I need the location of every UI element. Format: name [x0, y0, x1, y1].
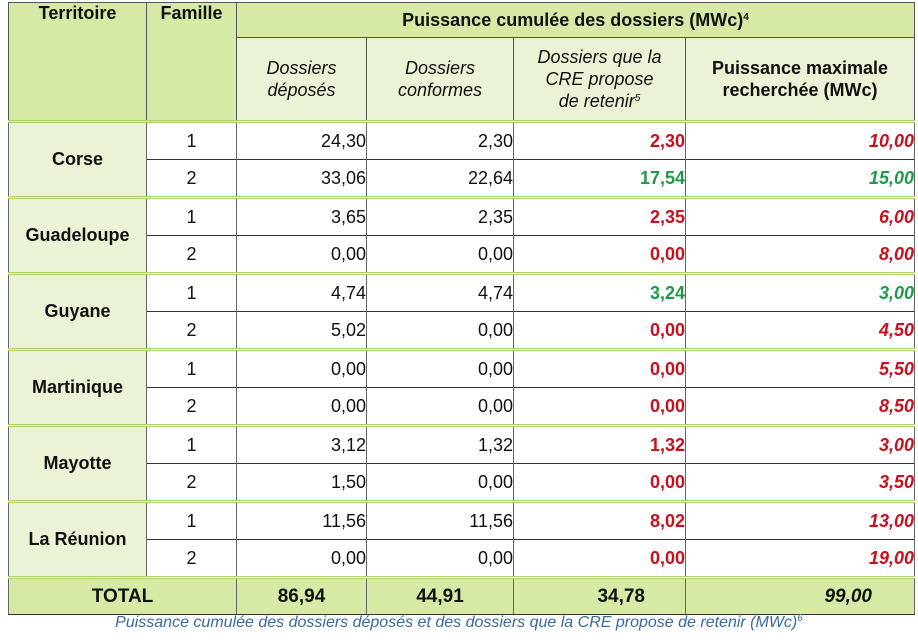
total-puissance-max: 99,00 — [685, 576, 915, 615]
puissance-max-cell: 8,50 — [685, 387, 915, 426]
conformes-cell: 2,35 — [366, 196, 514, 236]
famille-cell: 2 — [146, 463, 237, 502]
conformes-cell: 4,74 — [366, 272, 514, 312]
puissance-max-cell: 5,50 — [685, 348, 915, 388]
header-territoire: Territoire — [8, 2, 147, 122]
puissance-max-cell: 3,00 — [685, 272, 915, 312]
conformes-cell: 0,00 — [366, 387, 514, 426]
puissance-max-cell: 4,50 — [685, 311, 915, 350]
table-caption: Puissance cumulée des dossiers déposés e… — [115, 613, 803, 632]
total-conformes: 44,91 — [366, 576, 514, 615]
territory-cell: La Réunion — [8, 500, 147, 578]
puissance-max-cell: 10,00 — [685, 120, 915, 160]
header-cre: Dossiers que la CRE propose de retenir5 — [513, 37, 686, 122]
header-famille: Famille — [146, 2, 237, 122]
conformes-cell: 2,30 — [366, 120, 514, 160]
conformes-cell: 0,00 — [366, 348, 514, 388]
header-puissance-max: Puissance maximale recherchée (MWc) — [685, 37, 915, 122]
table-row: 2 1,50 0,00 0,00 3,50 — [9, 463, 915, 502]
deposes-cell: 0,00 — [236, 235, 367, 274]
cre-cell: 0,00 — [513, 348, 686, 388]
table-row: La Réunion 1 11,56 11,56 8,02 13,00 — [8, 500, 915, 578]
famille-cell: 1 — [146, 272, 237, 312]
territory-cell: Martinique — [8, 348, 147, 426]
puissance-max-cell: 15,00 — [685, 159, 915, 198]
conformes-cell: 11,56 — [366, 500, 514, 540]
deposes-cell: 11,56 — [236, 500, 367, 540]
header-conformes: Dossiers conformes — [366, 37, 514, 122]
famille-cell: 2 — [146, 235, 237, 274]
famille-cell: 1 — [146, 196, 237, 236]
table-row: Mayotte 1 3,12 1,32 1,32 3,00 — [8, 424, 915, 502]
table-row: 2 5,02 0,00 0,00 4,50 — [9, 311, 915, 350]
territory-cell: Corse — [8, 120, 147, 198]
deposes-cell: 0,00 — [236, 387, 367, 426]
table-row: Corse 1 24,30 2,30 2,30 10,00 — [8, 120, 915, 198]
puissance-max-cell: 3,00 — [685, 424, 915, 464]
puissance-max-cell: 13,00 — [685, 500, 915, 540]
conformes-cell: 0,00 — [366, 235, 514, 274]
total-row: TOTAL 86,94 44,91 34,78 99,00 — [8, 576, 915, 615]
cre-cell: 3,24 — [513, 272, 686, 312]
total-deposes: 86,94 — [236, 576, 367, 615]
deposes-cell: 4,74 — [236, 272, 367, 312]
conformes-cell: 0,00 — [366, 311, 514, 350]
puissance-max-cell: 19,00 — [685, 539, 915, 578]
conformes-cell: 1,32 — [366, 424, 514, 464]
famille-cell: 2 — [146, 387, 237, 426]
puissance-max-cell: 8,00 — [685, 235, 915, 274]
conformes-cell: 0,00 — [366, 463, 514, 502]
famille-cell: 1 — [146, 500, 237, 540]
deposes-cell: 3,12 — [236, 424, 367, 464]
total-cre: 34,78 — [513, 576, 686, 615]
table-row: 2 0,00 0,00 0,00 19,00 — [9, 539, 915, 578]
conformes-cell: 0,00 — [366, 539, 514, 578]
deposes-cell: 5,02 — [236, 311, 367, 350]
table-row: Guyane 1 4,74 4,74 3,24 3,00 — [8, 272, 915, 350]
famille-cell: 1 — [146, 120, 237, 160]
table-row: Guadeloupe 1 3,65 2,35 2,35 6,00 — [8, 196, 915, 274]
famille-cell: 1 — [146, 424, 237, 464]
cre-cell: 2,30 — [513, 120, 686, 160]
cre-cell: 0,00 — [513, 539, 686, 578]
cre-cell: 2,35 — [513, 196, 686, 236]
deposes-cell: 1,50 — [236, 463, 367, 502]
famille-cell: 2 — [146, 159, 237, 198]
deposes-cell: 33,06 — [236, 159, 367, 198]
table-row: Martinique 1 0,00 0,00 0,00 5,50 — [8, 348, 915, 426]
conformes-cell: 22,64 — [366, 159, 514, 198]
cre-cell: 0,00 — [513, 463, 686, 502]
cre-cell: 0,00 — [513, 235, 686, 274]
cre-cell: 0,00 — [513, 311, 686, 350]
cre-cell: 8,02 — [513, 500, 686, 540]
puissance-max-cell: 6,00 — [685, 196, 915, 236]
deposes-cell: 0,00 — [236, 348, 367, 388]
territory-cell: Guadeloupe — [8, 196, 147, 274]
deposes-cell: 3,65 — [236, 196, 367, 236]
table-row: 2 0,00 0,00 0,00 8,50 — [9, 387, 915, 426]
power-table: Territoire Famille Puissance cumulée des… — [8, 2, 915, 615]
total-label: TOTAL — [8, 576, 237, 615]
cre-cell: 0,00 — [513, 387, 686, 426]
puissance-max-cell: 3,50 — [685, 463, 915, 502]
famille-cell: 2 — [146, 539, 237, 578]
famille-cell: 1 — [146, 348, 237, 388]
header-deposes: Dossiers déposés — [236, 37, 367, 122]
deposes-cell: 24,30 — [236, 120, 367, 160]
table-row: 2 0,00 0,00 0,00 8,00 — [9, 235, 915, 274]
territory-cell: Mayotte — [8, 424, 147, 502]
table-row: 2 33,06 22,64 17,54 15,00 — [9, 159, 915, 198]
deposes-cell: 0,00 — [236, 539, 367, 578]
territory-cell: Guyane — [8, 272, 147, 350]
cre-cell: 1,32 — [513, 424, 686, 464]
famille-cell: 2 — [146, 311, 237, 350]
cre-cell: 17,54 — [513, 159, 686, 198]
header-group-title: Puissance cumulée des dossiers (MWc)4 — [236, 2, 915, 38]
